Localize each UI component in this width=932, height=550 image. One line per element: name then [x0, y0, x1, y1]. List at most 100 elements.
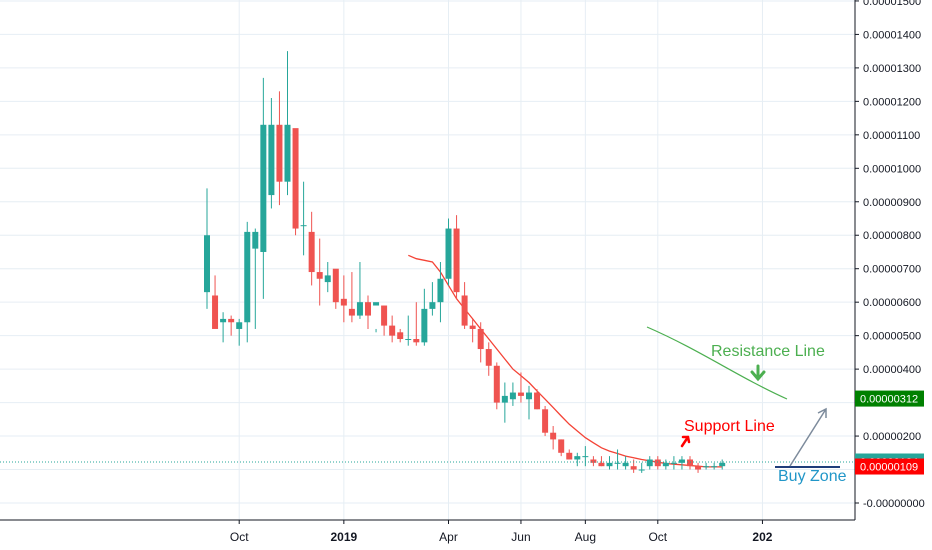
candle: [348, 272, 355, 323]
candle-body: [356, 302, 363, 316]
candle-body: [526, 392, 532, 400]
buy-zone-label: Buy Zone: [778, 468, 847, 485]
candle: [332, 268, 339, 309]
candle: [574, 452, 581, 467]
candle: [437, 262, 444, 323]
candle: [284, 51, 291, 196]
candle-body: [719, 462, 726, 467]
candle-body: [622, 462, 629, 467]
candle: [324, 262, 331, 293]
candle-body: [509, 392, 516, 400]
candle-body: [284, 124, 291, 182]
candle-body: [598, 462, 605, 467]
candle: [614, 449, 621, 470]
x-tick-label: Aug: [575, 530, 596, 544]
candle-body: [308, 231, 315, 273]
candle-body: [630, 466, 637, 470]
y-tick-label: 0.00000600: [863, 297, 921, 309]
candle-body: [397, 332, 404, 339]
candle: [542, 405, 549, 437]
resistance-annotation[interactable]: Resistance Line: [646, 326, 825, 400]
candle-body: [316, 272, 323, 279]
candle: [654, 456, 661, 470]
candle-body: [606, 462, 613, 467]
candlestick-series: [204, 51, 726, 473]
candle-body: [276, 124, 283, 182]
candle: [582, 446, 589, 467]
candle: [485, 342, 492, 376]
y-tick-label: 0.00001400: [863, 29, 921, 41]
candle: [598, 456, 605, 467]
candle: [373, 302, 380, 333]
candle-body: [421, 308, 428, 343]
candle-body: [638, 469, 645, 471]
resistance-label: Resistance Line: [711, 343, 825, 360]
candle: [212, 275, 219, 329]
candle-body: [300, 225, 307, 227]
candle: [429, 282, 436, 316]
candle: [558, 439, 565, 457]
candle-body: [292, 128, 299, 229]
candle: [469, 318, 476, 343]
support-annotation[interactable]: Support Line: [680, 418, 775, 448]
candle: [413, 302, 420, 346]
candle-body: [381, 305, 388, 326]
candle-body: [244, 231, 251, 323]
candle: [461, 282, 468, 329]
candle-body: [695, 466, 702, 470]
y-tick-label: 0.00000200: [863, 431, 921, 443]
x-tick-label: 2019: [330, 530, 357, 544]
candle-body: [517, 392, 524, 396]
candle-body: [204, 235, 210, 293]
candle: [228, 315, 235, 336]
candle: [389, 315, 396, 343]
projection-arrow-icon: [789, 407, 827, 467]
candle: [590, 456, 597, 467]
candle-body: [477, 328, 484, 350]
candle-body: [365, 302, 371, 316]
candle-body: [662, 462, 669, 467]
price-badge-label: 0.00000109: [860, 462, 918, 474]
candle: [204, 188, 210, 309]
candle-body: [485, 349, 492, 366]
time-axis[interactable]: Oct 2019 Apr Jun Aug Oct 202: [230, 520, 773, 544]
candle-body: [590, 459, 597, 463]
price-badge-bg: [855, 458, 924, 475]
candle: [517, 372, 524, 403]
candle: [622, 456, 629, 470]
candle: [703, 462, 710, 470]
candle-body: [501, 395, 508, 403]
candle: [365, 295, 371, 329]
candle: [670, 456, 677, 470]
candle-body: [332, 268, 339, 303]
x-tick-label: Apr: [439, 530, 458, 544]
moving-average-layer: [408, 254, 723, 468]
support-label: Support Line: [684, 418, 775, 435]
buy-zone-annotation[interactable]: Buy Zone: [775, 407, 847, 485]
candle-body: [550, 432, 557, 440]
candle-body: [429, 302, 436, 309]
candle: [381, 305, 388, 336]
candle: [397, 328, 404, 343]
candle-body: [703, 466, 710, 468]
y-tick-label: 0.00001500: [863, 0, 921, 8]
candle: [534, 389, 541, 410]
candle-body: [437, 278, 444, 303]
candle: [711, 462, 718, 470]
candle-body: [236, 322, 243, 329]
candle: [501, 382, 508, 423]
chart-grid: [0, 0, 855, 520]
candle: [630, 459, 637, 473]
candle: [260, 77, 267, 299]
candle-body: [260, 124, 267, 252]
resistance-trendline: [646, 326, 788, 400]
candle: [453, 215, 460, 299]
candle-body: [445, 228, 452, 279]
x-tick-label: Jun: [511, 530, 530, 544]
price-axis[interactable]: 0.00001500 0.00001400 0.00001300 0.00001200…: [855, 0, 925, 510]
price-badge: 0.00000312: [855, 390, 924, 407]
y-tick-label: 0.00001200: [863, 96, 921, 108]
candle: [646, 456, 653, 470]
candle: [292, 128, 299, 236]
